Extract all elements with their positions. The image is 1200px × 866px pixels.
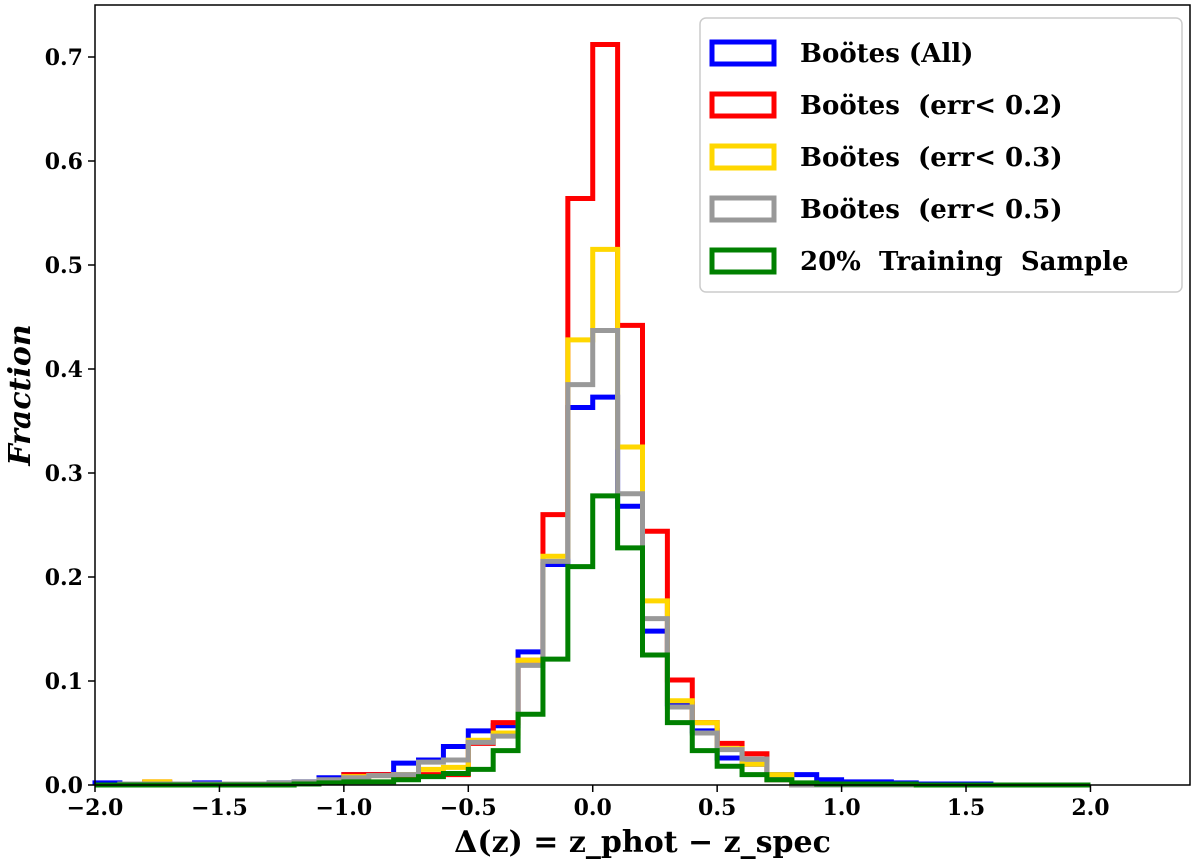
legend-swatch [709,39,777,67]
x-tick-label: −1.5 [191,795,248,821]
x-tick-label: −0.5 [440,795,497,821]
legend-frame [699,17,1183,293]
legend: Boötes (All) Boötes (err< 0.2) Boötes (err… [699,17,1183,293]
x-tick-label: −2.0 [67,795,124,821]
x-axis-label: Δ(z) = z_phot − z_spec [454,825,831,860]
y-tick-label: 0.3 [45,461,83,487]
x-tick-label: 0.0 [574,795,612,821]
legend-label: Boötes (All) [800,39,973,69]
legend-swatch [709,143,777,171]
x-axis-ticks: −2.0 −1.5 −1.0 −0.5 0.0 0.5 1.0 1.5 2.0 [67,785,1110,821]
x-tick-label: 0.5 [698,795,736,821]
x-tick-label: −1.0 [316,795,373,821]
axes-frame [94,4,1191,786]
y-axis-label: Fraction [3,324,38,466]
legend-label: Boötes (err< 0.3) [800,143,1063,173]
y-tick-label: 0.1 [45,669,83,695]
legend-label: Boötes (err< 0.5) [800,195,1063,225]
legend-label: Boötes (err< 0.2) [800,91,1063,121]
y-tick-label: 0.2 [45,565,83,591]
series-line-0 [92,394,1091,788]
legend-swatch [709,195,777,223]
series-line-4 [95,493,1091,788]
y-tick-label: 0.0 [45,773,83,799]
x-tick-label: 1.0 [822,795,860,821]
y-tick-label: 0.7 [45,45,83,71]
x-tick-label: 2.0 [1071,795,1109,821]
y-tick-label: 0.4 [45,357,83,383]
y-tick-label: 0.6 [45,149,83,175]
x-tick-label: 1.5 [947,795,985,821]
y-axis-ticks: 0.0 0.1 0.2 0.3 0.4 0.5 0.6 0.7 [45,45,95,799]
legend-swatch [709,247,777,275]
legend-swatch [709,91,777,119]
y-tick-label: 0.5 [45,253,83,279]
legend-label: 20% Training Sample [800,247,1129,277]
